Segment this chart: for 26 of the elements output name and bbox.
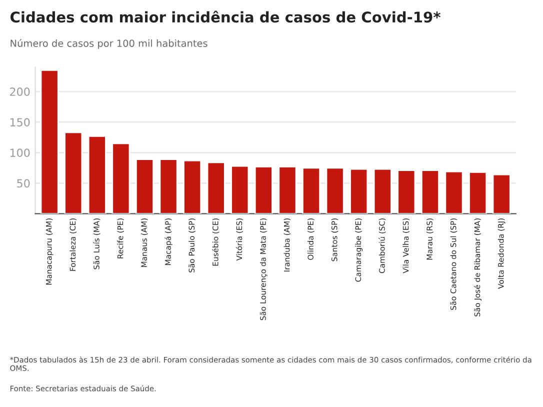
y-tick-label: 100 (10, 148, 30, 158)
bar (254, 166, 273, 214)
bar (278, 166, 297, 214)
bar (135, 158, 154, 214)
bar (350, 168, 368, 214)
bar (397, 170, 416, 214)
chart-subtitle: Número de casos por 100 mil habitantes (10, 39, 208, 49)
chart-title: Cidades com maior incidência de casos de Covid-19* (10, 10, 441, 23)
bar (420, 170, 440, 214)
bar (112, 142, 130, 214)
bar (373, 168, 392, 214)
bar (40, 70, 59, 214)
bar (326, 167, 344, 214)
bar (444, 170, 464, 214)
y-tick-label: 200 (10, 88, 30, 96)
bar (88, 135, 106, 214)
bar (468, 171, 488, 214)
bar (64, 132, 83, 214)
y-tick-label: 50 (17, 179, 30, 188)
bar (492, 174, 511, 214)
bar (159, 158, 178, 214)
bar (302, 167, 321, 214)
bar (206, 162, 226, 214)
bar (183, 160, 202, 214)
bar (230, 165, 250, 214)
y-tick-label: 150 (10, 118, 30, 126)
